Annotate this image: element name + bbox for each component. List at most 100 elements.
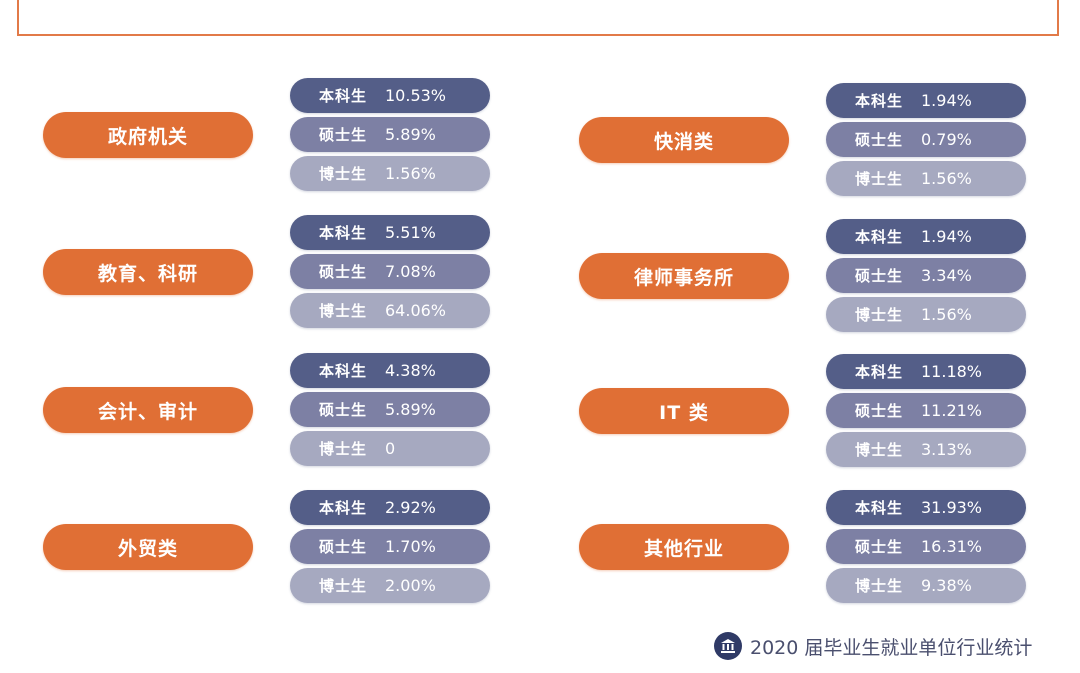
stat-master: 硕士生 0.79% <box>826 122 1026 157</box>
stat-doctor: 博士生 64.06% <box>290 293 490 328</box>
stat-master: 硕士生 3.34% <box>826 258 1026 293</box>
stat-value: 9.38% <box>921 576 972 595</box>
industry-group-fmcg: 快消类 本科生 1.94% 硕士生 0.79% 博士生 1.56% <box>579 83 1079 213</box>
institution-building-icon <box>714 632 742 660</box>
degree-label: 硕士生 <box>318 538 367 556</box>
stat-value: 5.89% <box>385 125 436 144</box>
stat-value: 1.94% <box>921 91 972 110</box>
stat-value: 31.93% <box>921 498 983 517</box>
degree-label: 博士生 <box>854 577 903 595</box>
stats-list: 本科生 5.51% 硕士生 7.08% 博士生 64.06% <box>290 215 490 332</box>
category-pill: 快消类 <box>579 117 789 163</box>
stat-value: 3.13% <box>921 440 972 459</box>
category-pill: 其他行业 <box>579 524 789 570</box>
degree-label: 本科生 <box>854 228 903 246</box>
stat-value: 11.18% <box>921 362 983 381</box>
stat-bachelor: 本科生 11.18% <box>826 354 1026 389</box>
industry-group-education: 教育、科研 本科生 5.51% 硕士生 7.08% 博士生 64.06% <box>43 215 543 345</box>
stat-bachelor: 本科生 1.94% <box>826 219 1026 254</box>
stat-value: 5.51% <box>385 223 436 242</box>
stat-value: 10.53% <box>385 86 447 105</box>
degree-label: 本科生 <box>318 224 367 242</box>
degree-label: 硕士生 <box>318 401 367 419</box>
stat-bachelor: 本科生 5.51% <box>290 215 490 250</box>
degree-label: 博士生 <box>318 165 367 183</box>
degree-label: 硕士生 <box>318 263 367 281</box>
category-pill: 会计、审计 <box>43 387 253 433</box>
stat-value: 2.00% <box>385 576 436 595</box>
degree-label: 硕士生 <box>854 538 903 556</box>
stat-bachelor: 本科生 10.53% <box>290 78 490 113</box>
stat-doctor: 博士生 9.38% <box>826 568 1026 603</box>
stat-value: 1.70% <box>385 537 436 556</box>
stat-bachelor: 本科生 31.93% <box>826 490 1026 525</box>
stat-value: 5.89% <box>385 400 436 419</box>
category-pill: 教育、科研 <box>43 249 253 295</box>
stat-master: 硕士生 5.89% <box>290 117 490 152</box>
degree-label: 本科生 <box>318 499 367 517</box>
industry-group-law-firm: 律师事务所 本科生 1.94% 硕士生 3.34% 博士生 1.56% <box>579 219 1079 349</box>
degree-label: 本科生 <box>318 362 367 380</box>
degree-label: 博士生 <box>318 577 367 595</box>
stat-doctor: 博士生 1.56% <box>290 156 490 191</box>
stats-list: 本科生 1.94% 硕士生 3.34% 博士生 1.56% <box>826 219 1026 336</box>
industry-group-other: 其他行业 本科生 31.93% 硕士生 16.31% 博士生 9.38% <box>579 490 1079 620</box>
degree-label: 博士生 <box>318 440 367 458</box>
degree-label: 硕士生 <box>854 267 903 285</box>
stat-doctor: 博士生 0 <box>290 431 490 466</box>
stat-value: 11.21% <box>921 401 983 420</box>
degree-label: 硕士生 <box>318 126 367 144</box>
stat-value: 1.94% <box>921 227 972 246</box>
stat-doctor: 博士生 2.00% <box>290 568 490 603</box>
stats-list: 本科生 11.18% 硕士生 11.21% 博士生 3.13% <box>826 354 1026 471</box>
stats-list: 本科生 31.93% 硕士生 16.31% 博士生 9.38% <box>826 490 1026 607</box>
industry-group-accounting: 会计、审计 本科生 4.38% 硕士生 5.89% 博士生 0 <box>43 353 543 483</box>
stat-master: 硕士生 5.89% <box>290 392 490 427</box>
stat-value: 3.34% <box>921 266 972 285</box>
degree-label: 博士生 <box>854 306 903 324</box>
category-pill: 律师事务所 <box>579 253 789 299</box>
industry-group-government: 政府机关 本科生 10.53% 硕士生 5.89% 博士生 1.56% <box>43 78 543 208</box>
degree-label: 硕士生 <box>854 402 903 420</box>
stat-doctor: 博士生 1.56% <box>826 297 1026 332</box>
degree-label: 博士生 <box>854 441 903 459</box>
stat-doctor: 博士生 1.56% <box>826 161 1026 196</box>
footer-text: 2020 届毕业生就业单位行业统计 <box>750 636 1033 659</box>
stat-doctor: 博士生 3.13% <box>826 432 1026 467</box>
stat-value: 1.56% <box>921 305 972 324</box>
stats-list: 本科生 10.53% 硕士生 5.89% 博士生 1.56% <box>290 78 490 195</box>
top-frame-box <box>17 0 1059 36</box>
degree-label: 本科生 <box>854 363 903 381</box>
stats-list: 本科生 4.38% 硕士生 5.89% 博士生 0 <box>290 353 490 470</box>
stat-bachelor: 本科生 4.38% <box>290 353 490 388</box>
degree-label: 博士生 <box>854 170 903 188</box>
stat-value: 0 <box>385 439 396 458</box>
stat-master: 硕士生 7.08% <box>290 254 490 289</box>
stat-master: 硕士生 16.31% <box>826 529 1026 564</box>
stat-value: 4.38% <box>385 361 436 380</box>
stat-bachelor: 本科生 2.92% <box>290 490 490 525</box>
stat-value: 7.08% <box>385 262 436 281</box>
industry-group-foreign-trade: 外贸类 本科生 2.92% 硕士生 1.70% 博士生 2.00% <box>43 490 543 620</box>
category-pill: 政府机关 <box>43 112 253 158</box>
degree-label: 硕士生 <box>854 131 903 149</box>
category-pill: IT 类 <box>579 388 789 434</box>
stat-value: 1.56% <box>385 164 436 183</box>
category-pill: 外贸类 <box>43 524 253 570</box>
stat-bachelor: 本科生 1.94% <box>826 83 1026 118</box>
stat-value: 1.56% <box>921 169 972 188</box>
degree-label: 本科生 <box>854 499 903 517</box>
stat-value: 2.92% <box>385 498 436 517</box>
stat-value: 0.79% <box>921 130 972 149</box>
stat-value: 16.31% <box>921 537 983 556</box>
footer-caption: 2020 届毕业生就业单位行业统计 <box>714 631 1032 661</box>
stats-list: 本科生 1.94% 硕士生 0.79% 博士生 1.56% <box>826 83 1026 200</box>
stat-master: 硕士生 1.70% <box>290 529 490 564</box>
industry-group-it: IT 类 本科生 11.18% 硕士生 11.21% 博士生 3.13% <box>579 354 1079 484</box>
stats-list: 本科生 2.92% 硕士生 1.70% 博士生 2.00% <box>290 490 490 607</box>
stat-value: 64.06% <box>385 301 447 320</box>
degree-label: 本科生 <box>318 87 367 105</box>
degree-label: 博士生 <box>318 302 367 320</box>
stat-master: 硕士生 11.21% <box>826 393 1026 428</box>
degree-label: 本科生 <box>854 92 903 110</box>
